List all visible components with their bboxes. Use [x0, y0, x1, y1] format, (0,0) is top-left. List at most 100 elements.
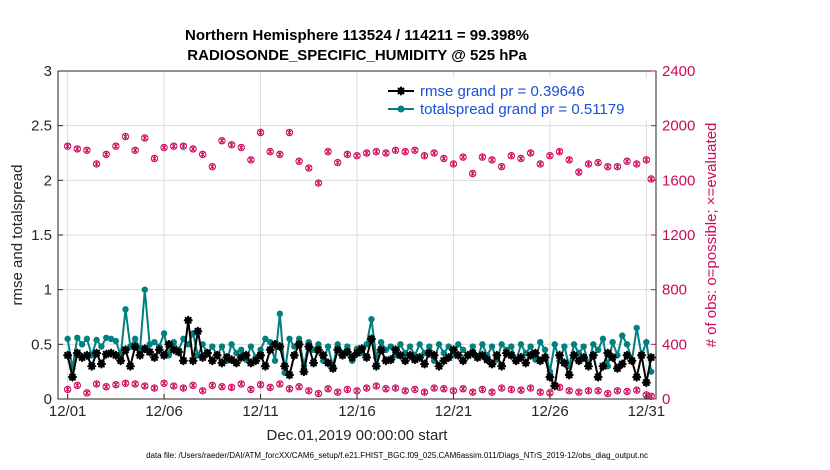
obs-evaluated-marker — [83, 147, 90, 154]
right-tick-label: 1200 — [662, 227, 695, 244]
rmse-point — [564, 370, 574, 380]
left-tick-label: 1.5 — [31, 227, 52, 244]
rmse-point — [294, 339, 304, 349]
obs-evaluated-marker — [566, 387, 573, 394]
rmse-point — [174, 347, 184, 357]
totalspread-point — [488, 343, 496, 350]
rmse-point — [352, 348, 362, 358]
obs-evaluated-marker — [604, 390, 611, 397]
totalspread-point — [416, 341, 423, 348]
obs-evaluated-marker — [74, 382, 81, 389]
rmse-point — [280, 361, 290, 371]
obs-evaluated-marker — [643, 156, 650, 164]
rmse-point — [574, 356, 584, 366]
rmse-point — [116, 356, 126, 366]
totalspread-point — [623, 341, 631, 348]
rmse-point — [193, 326, 203, 336]
obs-evaluated-marker — [190, 145, 196, 153]
obs-evaluated-marker — [325, 148, 332, 155]
obs-evaluated-marker — [460, 385, 467, 392]
rmse-point — [63, 350, 73, 360]
totalspread-point — [262, 335, 269, 343]
obs-evaluated-marker — [537, 388, 544, 396]
right-tick-label: 0 — [662, 391, 670, 408]
obs-evaluated-marker — [508, 386, 515, 393]
rmse-point — [516, 352, 526, 362]
rmse-point — [318, 350, 328, 360]
totalspread-point — [93, 336, 100, 344]
rmse-point — [381, 356, 391, 366]
obs-evaluated-marker — [276, 380, 283, 388]
obs-evaluated-marker — [585, 160, 592, 168]
rmse-point — [169, 345, 179, 355]
x-axis-label: Dec.01,2019 00:00:00 start — [267, 427, 449, 444]
rmse-point — [502, 348, 511, 358]
left-tick-label: 0.5 — [31, 336, 52, 353]
totalspread-point — [103, 334, 110, 341]
obs-evaluated-marker — [74, 145, 81, 153]
rmse-point — [482, 355, 492, 365]
obs-evaluated-marker — [161, 144, 168, 151]
legend-rmse-marker — [396, 86, 406, 96]
totalspread-point — [643, 338, 650, 346]
rmse-point — [627, 356, 637, 366]
obs-evaluated-marker — [209, 163, 216, 170]
obs-evaluated-marker — [219, 383, 225, 390]
obs-evaluated-marker — [296, 158, 303, 165]
rmse-point — [357, 344, 367, 354]
totalspread-point — [541, 346, 549, 353]
obs-evaluated-marker — [238, 380, 245, 388]
obs-evaluated-marker — [209, 382, 216, 389]
obs-evaluated-marker — [305, 164, 312, 172]
rmse-point — [140, 344, 150, 354]
rmse-point — [395, 350, 405, 360]
obs-evaluated-marker — [440, 385, 447, 392]
rmse-point — [530, 348, 540, 358]
left-tick-label: 2.5 — [31, 118, 52, 135]
obs-evaluated-marker — [363, 149, 370, 157]
obs-evaluated-marker — [527, 149, 534, 157]
rmse-point — [347, 352, 357, 362]
rmse-point — [497, 361, 507, 371]
rmse-point — [376, 345, 386, 355]
rmse-point — [429, 350, 439, 360]
obs-evaluated-marker — [595, 159, 602, 166]
obs-evaluated-marker — [431, 384, 438, 392]
rmse-point — [270, 339, 280, 349]
obs-evaluated-marker — [614, 163, 621, 170]
obs-evaluated-marker — [402, 148, 409, 155]
obs-evaluated-marker — [354, 387, 360, 394]
rmse-point — [511, 356, 521, 366]
rmse-point — [608, 352, 618, 362]
obs-evaluated-marker — [566, 156, 573, 164]
obs-evaluated-marker — [498, 163, 505, 170]
rmse-point — [145, 347, 155, 357]
right-tick-label: 800 — [662, 282, 687, 299]
x-tick-label: 12/11 — [242, 403, 278, 420]
rmse-point — [468, 348, 478, 358]
totalspread-point — [131, 335, 139, 343]
obs-evaluated-marker — [286, 129, 293, 136]
rmse-point — [559, 358, 569, 368]
rmse-point — [405, 350, 415, 360]
obs-evaluated-marker — [508, 152, 515, 159]
totalspread-point — [286, 335, 293, 343]
rmse-point — [227, 355, 237, 365]
x-tick-label: 12/16 — [338, 403, 376, 420]
totalspread-point — [276, 310, 284, 317]
obs-evaluated-marker — [392, 384, 399, 392]
rmse-point — [540, 352, 550, 362]
obs-evaluated-marker — [421, 388, 428, 396]
rmse-point — [338, 350, 348, 360]
obs-evaluated-marker — [518, 386, 524, 394]
rmse-point — [593, 372, 603, 382]
rmse-point — [87, 361, 97, 371]
rmse-point — [96, 359, 106, 369]
x-tick-label: 12/31 — [628, 403, 666, 420]
obs-evaluated-marker — [546, 152, 553, 159]
rmse-point — [545, 372, 555, 382]
obs-evaluated-marker — [344, 386, 351, 393]
totalspread-point — [83, 335, 91, 343]
obs-evaluated-marker — [122, 380, 129, 387]
obs-evaluated-marker — [450, 160, 457, 168]
